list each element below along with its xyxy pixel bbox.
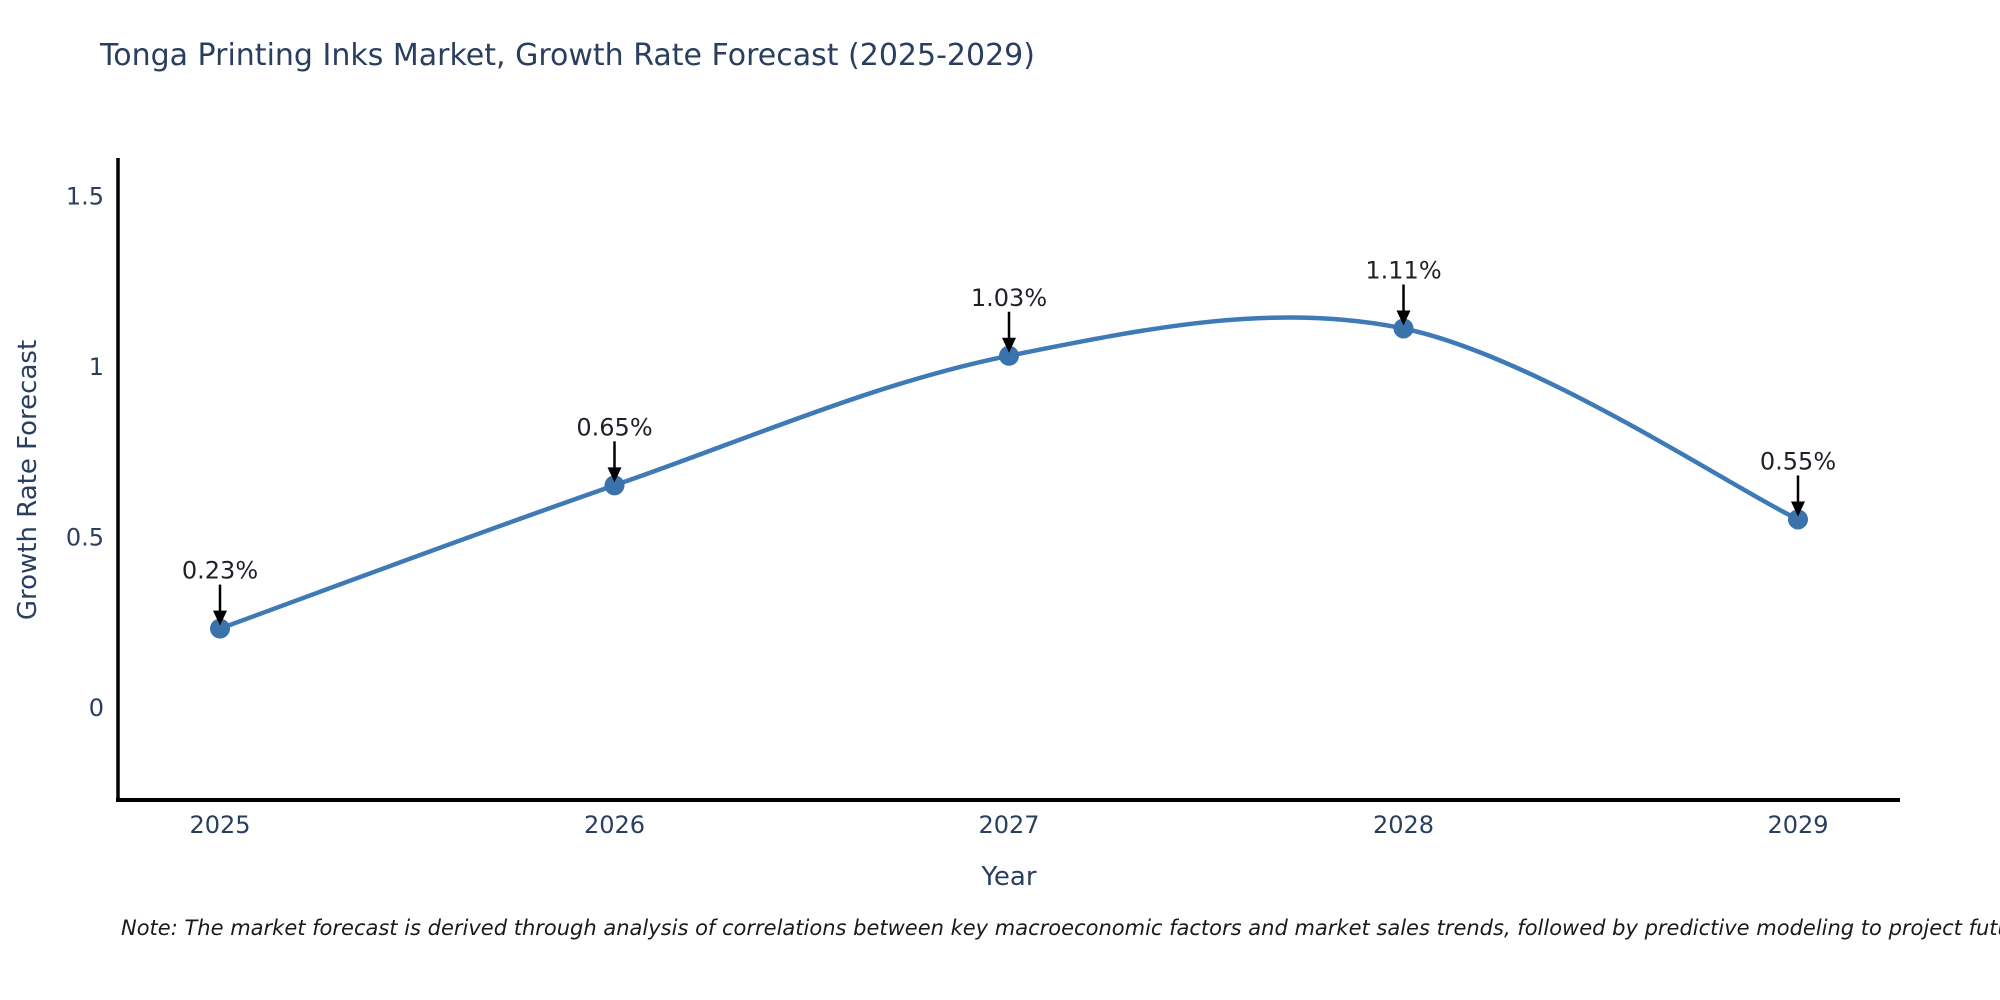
point-label: 0.65% [576,413,652,441]
y-tick-label: 0.5 [66,524,104,552]
chart-title: Tonga Printing Inks Market, Growth Rate … [100,38,1035,73]
x-tick-label: 2028 [1373,811,1434,839]
data-point-2028 [1393,318,1414,339]
chart-note: Note: The market forecast is derived thr… [121,916,2000,940]
annotation-arrowhead [213,610,227,626]
y-axis-title: Growth Rate Forecast [13,339,43,621]
point-label: 0.23% [182,557,258,585]
x-tick-label: 2027 [978,811,1039,839]
y-tick-label: 1.5 [66,183,104,211]
x-tick-label: 2029 [1767,811,1828,839]
annotation-arrowhead [607,467,622,483]
x-tick-label: 2026 [584,811,645,839]
y-tick-label: 1 [89,353,104,381]
point-label: 1.11% [1365,256,1441,284]
data-point-2027 [999,345,1019,366]
annotation-arrowhead [1002,337,1016,353]
data-point-2029 [1788,509,1808,530]
data-point-2026 [604,475,625,496]
point-label: 0.55% [1760,447,1836,475]
x-tick-label: 2025 [189,811,250,839]
annotation-arrowhead [1396,310,1411,326]
data-point-2025 [210,618,230,639]
point-label: 1.03% [971,284,1047,312]
annotation-arrowhead [1791,501,1805,517]
x-axis-title: Year [981,862,1037,892]
y-tick-label: 0 [89,694,104,722]
